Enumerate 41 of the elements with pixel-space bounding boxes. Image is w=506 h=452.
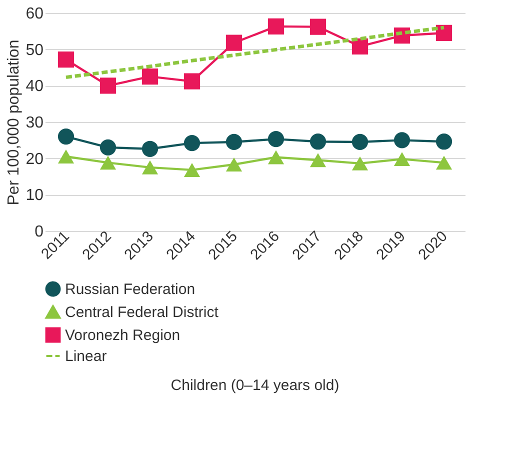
point [394,132,410,148]
point [352,156,368,170]
point [100,139,116,156]
point [352,134,368,150]
point [268,18,284,35]
text: Children (0–14 years old) [170,377,340,394]
point [436,156,452,170]
point [142,140,158,157]
point [58,128,74,145]
y-tick-label: 10 [26,187,44,204]
point [268,131,284,148]
point [142,68,158,85]
point [58,150,74,164]
y-tick-label: 0 [34,224,44,240]
legend-label: Russian Federation [65,281,196,298]
y-axis-title: Per 100,000 population [6,40,23,206]
point [268,150,284,164]
point [184,73,200,90]
point [226,134,242,150]
point [100,78,116,94]
legend-label: Central Federal District [65,304,220,321]
y-tick-label: 20 [26,150,44,168]
point [310,18,326,35]
point [310,134,326,150]
legend-label: Voronezh Region [65,327,180,344]
point [436,134,452,150]
point [100,156,116,170]
point [436,24,452,42]
point [184,135,200,152]
point [394,152,410,166]
point [226,158,242,172]
y-tick-label: 50 [26,42,44,59]
y-tick-label: 30 [26,114,44,132]
point [58,51,74,68]
point [184,162,200,177]
point [142,160,158,174]
y-tick-label: 40 [26,78,44,96]
legend-label: Linear [65,348,107,365]
y-tick-label: 60 [26,6,44,22]
point [310,153,326,168]
point [226,34,242,51]
